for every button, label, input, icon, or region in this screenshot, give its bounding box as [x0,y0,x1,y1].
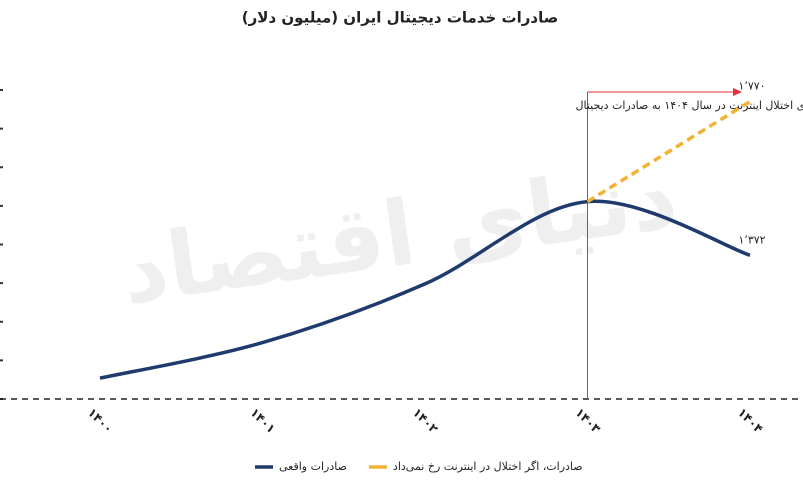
legend-label: صادرات، اگر اختلال در اینترنت رخ نمی‌داد [393,460,583,473]
x-tick-label: ۱۴۰۴ [735,405,766,436]
series-line [586,100,751,204]
x-tick-label: ۱۴۰۰ [85,405,116,436]
watermark: دنیای اقتصاد [115,144,684,326]
data-label: ۱٬۷۷۰ [738,80,765,93]
x-tick-label: ۱۴۰۳ [573,405,604,436]
chart-title: صادرات خدمات دیجیتال ایران (میلیون دلار) [242,9,558,27]
x-tick-label: ۱۴۰۱ [248,405,279,436]
series-line [99,199,751,380]
annotation: ضربه ۴۰۰ میلیون دلاری اختلال اینترنت در … [576,99,803,112]
x-tick-label: ۱۴۰۲ [410,405,441,436]
annotation-arrow [733,88,742,96]
data-label: ۱٬۳۷۲ [738,233,765,246]
legend-label: صادرات واقعی [279,460,347,473]
